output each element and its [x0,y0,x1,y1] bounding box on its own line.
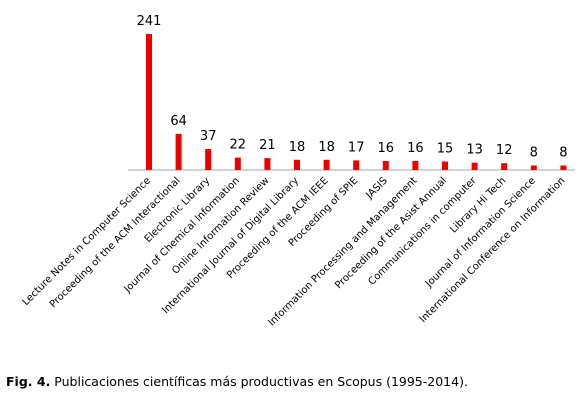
category-tick-label: JASIS [364,175,390,201]
bar [501,163,508,170]
category-labels-group: Lecture Notes in Computer ScienceProceed… [21,175,568,329]
bar [234,157,241,170]
bar [205,149,212,170]
bar-value-label: 21 [259,138,276,153]
bar [146,34,152,170]
bar-value-label: 37 [200,129,217,144]
category-tick-label: Communications in computer [366,175,479,288]
bar-value-label: 13 [466,143,483,158]
bar [323,159,330,170]
bar [560,165,567,170]
category-tick-label: Proceeding of the ACM Interactional [48,175,183,310]
category-tick-label: Journal of Information Science [423,175,538,290]
bar [442,161,448,170]
bar-value-label: 8 [559,146,567,161]
figure-caption-label: Fig. 4. [6,374,51,389]
bar-value-label: 8 [530,146,538,161]
bar [294,159,300,170]
figure-caption-text: Publicaciones científicas más productiva… [50,374,468,389]
bar-value-label: 17 [348,140,365,155]
bar-value-label: 241 [137,14,162,29]
bar-value-label: 16 [407,141,424,156]
bar-value-label: 18 [318,140,335,155]
bar-value-label: 22 [230,138,247,153]
bars-group [146,34,567,170]
bar [530,165,537,170]
bar-value-label: 18 [289,140,306,155]
bar-value-label: 12 [496,143,513,158]
bar-value-label: 16 [378,141,395,156]
bar [264,158,271,170]
bar-value-label: 15 [437,142,454,157]
bar [382,161,389,170]
bar [175,133,182,170]
bar [471,162,478,170]
category-tick-label: International Journal of Digital Library [160,175,301,316]
bar-value-label: 64 [170,114,187,129]
value-labels-group: 241 64 37 22 21 18 18 17 16 16 15 13 12 8 8 [137,14,568,161]
bar-chart: 241 64 37 22 21 18 18 17 16 16 15 13 12 8 8 Lecture No… [21,14,575,329]
bar [412,161,419,170]
bar [353,160,360,170]
figure-caption: Fig. 4. Publicaciones científicas más pr… [6,374,468,389]
